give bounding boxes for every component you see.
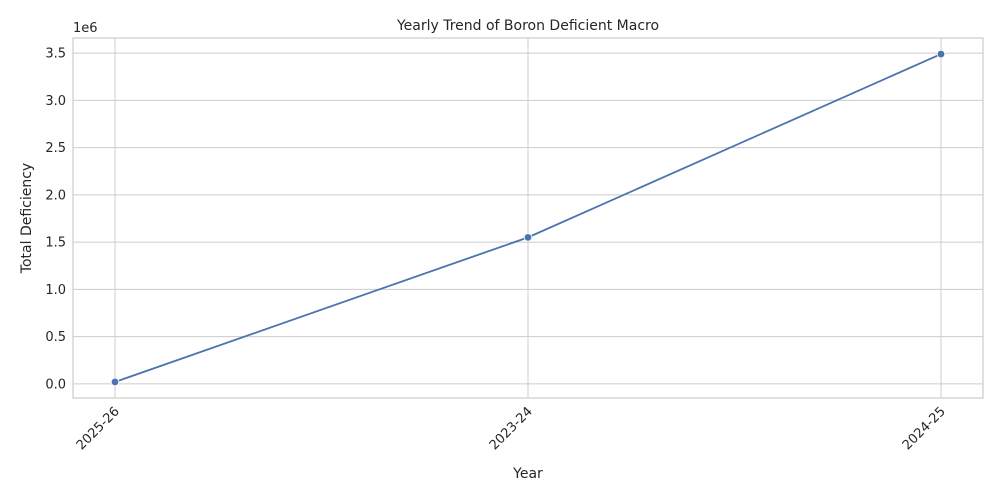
y-tick-label: 3.5 xyxy=(45,47,66,62)
y-offset-label: 1e6 xyxy=(73,21,98,36)
y-axis-ticks: 0.0 0.5 1.0 1.5 2.0 2.5 3.0 3.5 xyxy=(45,47,66,393)
x-axis-label: Year xyxy=(512,466,543,482)
y-tick-label: 1.5 xyxy=(45,236,66,251)
x-tick-label: 2024-25 xyxy=(900,404,949,453)
x-tick-label: 2025-26 xyxy=(74,404,123,453)
y-tick-label: 2.0 xyxy=(45,188,66,203)
y-tick-label: 1.0 xyxy=(45,283,66,298)
x-axis-ticks: 2025-26 2023-24 2024-25 xyxy=(74,404,949,453)
y-axis-label: Total Deficiency xyxy=(19,163,35,274)
data-point xyxy=(110,377,120,387)
series-layer xyxy=(110,49,946,387)
y-tick-label: 0.0 xyxy=(45,377,66,392)
data-point xyxy=(936,49,946,59)
chart-title: Yearly Trend of Boron Deficient Macro xyxy=(396,18,659,34)
grid-lines xyxy=(73,38,983,398)
x-tick-label: 2023-24 xyxy=(487,404,536,453)
plot-frame xyxy=(72,37,984,399)
y-tick-label: 0.5 xyxy=(45,330,66,345)
y-tick-label: 3.0 xyxy=(45,94,66,109)
data-point xyxy=(523,233,533,242)
y-tick-label: 2.5 xyxy=(45,141,66,156)
